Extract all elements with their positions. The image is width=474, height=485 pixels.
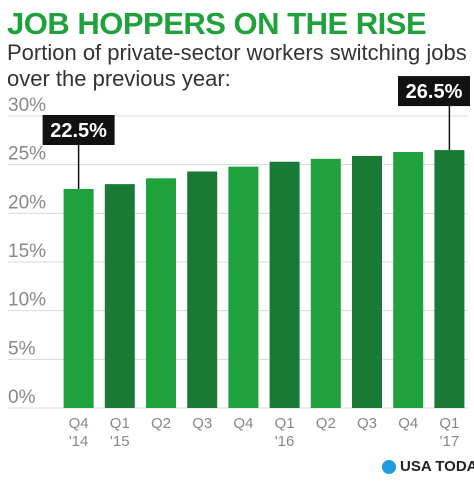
data-label: 22.5% xyxy=(50,120,107,142)
x-tick-label: Q3 xyxy=(192,415,212,432)
bar xyxy=(104,184,135,408)
chart-subtitle: Portion of private-sector workers switch… xyxy=(7,40,467,91)
data-label: 26.5% xyxy=(406,81,463,103)
bar xyxy=(352,155,382,408)
y-tick-label: 25% xyxy=(8,144,46,165)
logo-text: USA TODAY xyxy=(400,458,474,475)
usa-today-logo: USA TODAY xyxy=(382,458,474,475)
y-tick-label: 30% xyxy=(8,95,46,116)
bar xyxy=(310,158,341,408)
x-tick-label: Q2 xyxy=(151,415,171,432)
y-tick-label: 10% xyxy=(8,290,46,311)
bar xyxy=(269,161,300,408)
callout-box xyxy=(42,115,115,145)
bar xyxy=(434,150,465,409)
bar xyxy=(187,171,218,408)
chart-title: JOB HOPPERS ON THE RISE xyxy=(7,6,427,41)
y-tick-label: 5% xyxy=(8,338,36,359)
x-tick-label: Q1 xyxy=(275,415,295,432)
bar xyxy=(63,189,94,408)
x-tick-label: Q4 xyxy=(233,415,253,432)
x-tick-label: Q1 xyxy=(439,415,459,432)
x-tick-label: Q1 xyxy=(110,415,130,432)
x-tick-label: '14 xyxy=(69,433,89,450)
x-tick-label: Q4 xyxy=(69,415,89,432)
x-tick-label: Q4 xyxy=(398,415,418,432)
x-tick-label: '15 xyxy=(110,433,130,450)
bar xyxy=(228,166,259,408)
bar xyxy=(393,152,424,408)
x-tick-label: '16 xyxy=(275,433,295,450)
y-tick-label: 15% xyxy=(8,241,46,262)
y-tick-label: 20% xyxy=(8,192,46,213)
x-tick-label: Q2 xyxy=(316,415,336,432)
y-tick-label: 0% xyxy=(8,387,36,408)
callout-box xyxy=(398,76,470,107)
bar xyxy=(146,178,176,408)
x-tick-label: Q3 xyxy=(357,415,377,432)
x-tick-label: '17 xyxy=(440,433,460,450)
usa-today-dot-icon xyxy=(382,459,396,474)
